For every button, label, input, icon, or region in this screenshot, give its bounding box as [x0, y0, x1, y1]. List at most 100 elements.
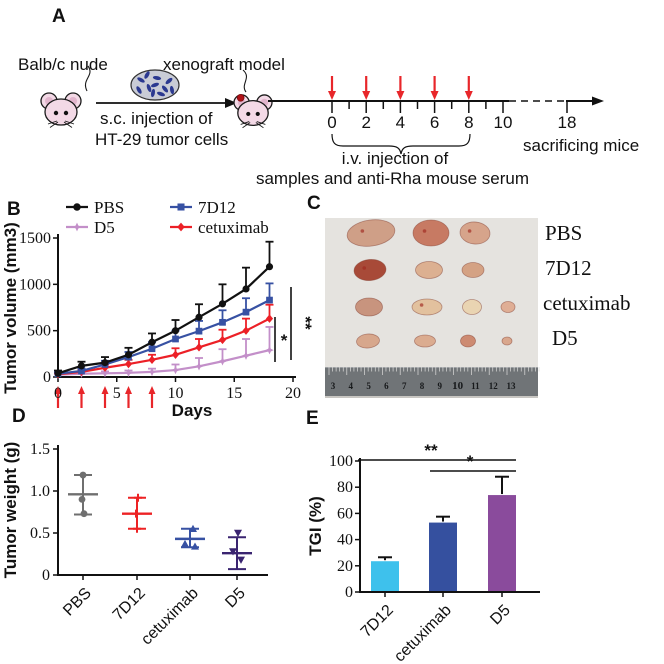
- tumor-cells-icon: [130, 69, 180, 101]
- panel-label-d: D: [12, 406, 26, 427]
- tumor-row-7D12: [353, 259, 485, 281]
- svg-text:4: 4: [396, 113, 405, 132]
- tumor-photo: 3 4 5 6 7 8 9 10 11 12 13: [325, 218, 540, 398]
- svg-text:12: 12: [489, 381, 499, 391]
- iv-injection-caption-line2: samples and anti-Rha mouse serum: [255, 169, 530, 188]
- sc-injection-caption-line2: HT-29 tumor cells: [95, 130, 229, 149]
- e-significance: ***: [358, 441, 516, 472]
- svg-text:40: 40: [337, 532, 353, 549]
- group-D5: [222, 529, 252, 571]
- mouse-icon: [233, 93, 273, 129]
- panel-label-a: A: [52, 6, 66, 27]
- svg-text:1000: 1000: [19, 276, 51, 293]
- svg-text:9: 9: [438, 381, 443, 391]
- svg-text:cetuximab: cetuximab: [391, 602, 455, 664]
- tumor-photo-image: 3 4 5 6 7 8 9 10 11 12 13: [325, 218, 540, 398]
- svg-text:10: 10: [494, 113, 513, 132]
- svg-text:6: 6: [430, 113, 439, 132]
- svg-text:7: 7: [402, 381, 407, 391]
- svg-text:*: *: [467, 452, 474, 471]
- series-PBS: [54, 240, 274, 377]
- svg-text:7D12: 7D12: [110, 585, 149, 624]
- svg-text:0: 0: [43, 369, 51, 386]
- panel-label-e: E: [306, 408, 319, 429]
- svg-text:0: 0: [42, 567, 50, 584]
- svg-text:1.0: 1.0: [30, 483, 50, 500]
- series-cetuximab: [54, 303, 274, 379]
- tumor: [355, 297, 383, 317]
- svg-text:D5: D5: [94, 218, 115, 237]
- tumor: [460, 334, 476, 348]
- svg-text:**: **: [296, 316, 315, 330]
- tumor: [462, 299, 482, 315]
- svg-text:0: 0: [345, 584, 353, 601]
- group-cetuximab: [175, 524, 205, 550]
- tumor: [356, 333, 380, 349]
- svg-text:**: **: [424, 441, 438, 460]
- tumor-row-PBS: [346, 219, 491, 247]
- svg-text:11: 11: [471, 381, 480, 391]
- svg-text:*: *: [281, 331, 288, 350]
- tumor: [500, 301, 516, 313]
- mouse-icon: [40, 92, 82, 128]
- svg-text:PBS: PBS: [60, 585, 95, 620]
- experiment-timeline-diagram: 0 2 4 6 8 10 18: [40, 65, 604, 155]
- photo-row-label-cetuximab: cetuximab: [543, 291, 631, 315]
- svg-text:Tumor weight (g): Tumor weight (g): [1, 442, 20, 579]
- tumor-volume-line-chart: 0 500 1000 1500 0 5 10 15 20 Days Tumor volume (mm…: [1, 198, 315, 420]
- svg-text:15: 15: [226, 385, 242, 402]
- svg-text:18: 18: [558, 113, 577, 132]
- svg-text:1500: 1500: [19, 230, 51, 247]
- tumor: [415, 261, 443, 279]
- sc-injection-arrow: [96, 98, 237, 108]
- svg-text:D5: D5: [222, 585, 249, 612]
- legend-item-7D12: 7D12: [170, 198, 236, 217]
- svg-text:1.5: 1.5: [30, 441, 50, 458]
- svg-text:0: 0: [327, 113, 336, 132]
- svg-text:13: 13: [507, 381, 517, 391]
- legend-item-D5: D5: [66, 218, 115, 237]
- svg-text:100: 100: [329, 453, 353, 470]
- svg-text:4: 4: [349, 381, 354, 391]
- tumor: [501, 336, 513, 346]
- svg-text:5: 5: [113, 385, 121, 402]
- svg-text:6: 6: [384, 381, 389, 391]
- b-legend: PBS 7D12 D5 cetuximab: [66, 198, 269, 237]
- svg-text:7D12: 7D12: [358, 602, 397, 641]
- svg-text:PBS: PBS: [94, 198, 124, 217]
- panel-label-c: C: [307, 193, 321, 214]
- tumor-row-cetuximab: [355, 297, 516, 317]
- bar-D5: [488, 475, 516, 592]
- sc-injection-caption-line1: s.c. injection of: [100, 109, 213, 128]
- iv-injection-caption-line1: i.v. injection of: [341, 149, 449, 168]
- svg-text:10: 10: [452, 380, 464, 392]
- b-injection-arrows: [54, 386, 156, 408]
- bar-cetuximab: [429, 515, 457, 592]
- model-label: xenograft model: [163, 55, 285, 74]
- panel-label-b: B: [7, 199, 21, 220]
- svg-text:7D12: 7D12: [198, 198, 236, 217]
- svg-text:Days: Days: [172, 401, 213, 420]
- photo-row-label-pbs: PBS: [545, 221, 583, 245]
- injection-arrows: [328, 76, 473, 100]
- svg-text:3: 3: [331, 381, 336, 391]
- timeline-axis: 0 2 4 6 8 10 18: [268, 96, 604, 132]
- photo-ruler: 3 4 5 6 7 8 9 10 11 12 13: [325, 367, 540, 398]
- tumor-row-D5: [356, 333, 513, 349]
- strain-label: Balb/c nude: [18, 55, 108, 74]
- svg-text:D5: D5: [487, 602, 514, 629]
- svg-text:cetuximab: cetuximab: [138, 585, 202, 649]
- photo-row-label-7d12: 7D12: [545, 256, 592, 280]
- group-PBS: [68, 471, 98, 518]
- svg-text:20: 20: [337, 558, 353, 575]
- tumor: [353, 259, 387, 281]
- svg-text:8: 8: [420, 381, 425, 391]
- svg-text:cetuximab: cetuximab: [198, 218, 269, 237]
- photo-row-label-d5: D5: [552, 326, 578, 350]
- svg-text:Tumor volume (mm3): Tumor volume (mm3): [1, 222, 20, 394]
- svg-text:0: 0: [54, 385, 62, 402]
- tumor: [411, 298, 443, 316]
- svg-text:0.5: 0.5: [30, 525, 50, 542]
- svg-text:10: 10: [168, 385, 184, 402]
